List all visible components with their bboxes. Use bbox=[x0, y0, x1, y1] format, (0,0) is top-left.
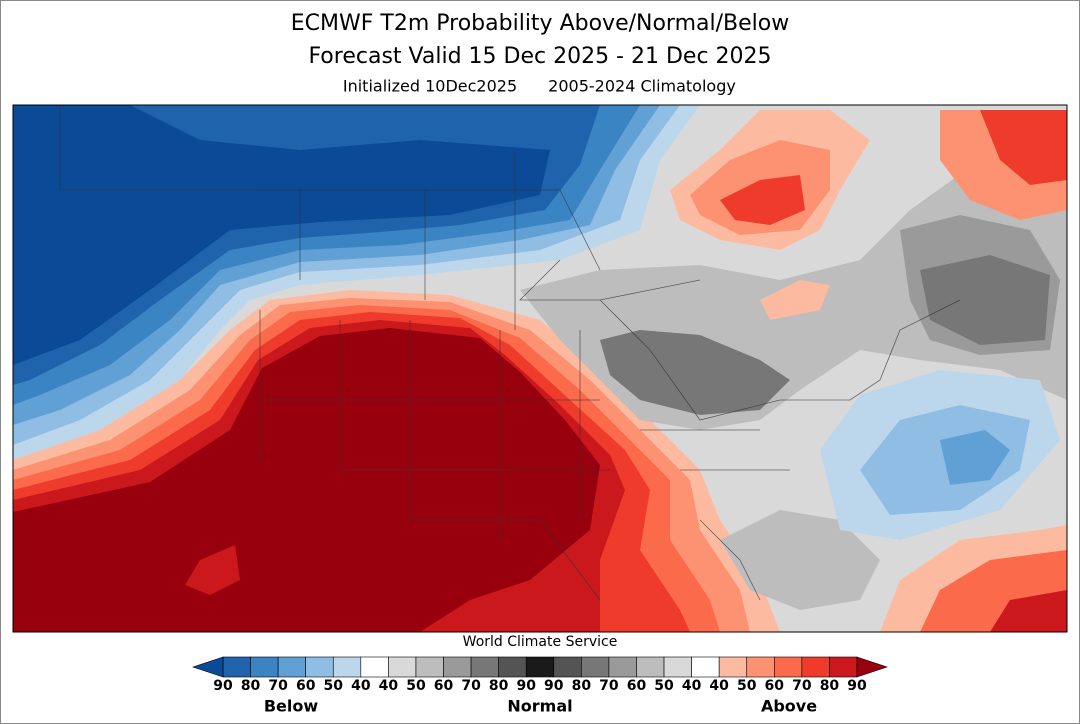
colorbar-swatch bbox=[222, 656, 251, 678]
colorbar-group: Above bbox=[761, 697, 817, 716]
colorbar-swatch bbox=[470, 656, 499, 678]
colorbar-label: 60 bbox=[765, 678, 785, 694]
colorbar-label: 40 bbox=[351, 678, 371, 694]
colorbar-label: 40 bbox=[379, 678, 399, 694]
colorbar-swatch bbox=[277, 656, 306, 678]
initialized: Initialized 10Dec2025 bbox=[343, 77, 517, 96]
colorbar-label: 50 bbox=[324, 678, 344, 694]
colorbar-label: 90 bbox=[516, 678, 536, 694]
colorbar-group: Below bbox=[264, 697, 319, 716]
colorbar: 90 80 70 60 50 40 40 50 60 70 80 90 90 80 70 60 50 40 40 50… bbox=[192, 656, 888, 716]
colorbar-label: 80 bbox=[489, 678, 509, 694]
colorbar-label: 90 bbox=[847, 678, 867, 694]
colorbar-swatch bbox=[498, 656, 527, 678]
colorbar-label: 70 bbox=[268, 678, 288, 694]
colorbar-swatch bbox=[774, 656, 803, 678]
colorbar-label: 80 bbox=[572, 678, 592, 694]
colorbar-label: 50 bbox=[737, 678, 757, 694]
colorbar-swatch bbox=[443, 656, 472, 678]
colorbar-label: 60 bbox=[296, 678, 316, 694]
colorbar-label: 90 bbox=[213, 678, 233, 694]
colorbar-swatch bbox=[332, 656, 362, 678]
colorbar-label: 80 bbox=[241, 678, 261, 694]
colorbar-label: 50 bbox=[654, 678, 674, 694]
colorbar-swatch bbox=[718, 656, 748, 678]
colorbar-label: 90 bbox=[544, 678, 564, 694]
colorbar-label: 40 bbox=[709, 678, 729, 694]
map bbox=[12, 104, 1068, 633]
credit: World Climate Service bbox=[463, 634, 618, 650]
colorbar-group: Normal bbox=[507, 697, 572, 716]
colorbar-swatch bbox=[663, 656, 692, 678]
colorbar-label: 60 bbox=[434, 678, 454, 694]
colorbar-low-arrow bbox=[192, 656, 224, 678]
colorbar-swatch bbox=[608, 656, 637, 678]
colorbar-high-arrow bbox=[856, 656, 888, 678]
colorbar-swatch bbox=[553, 656, 582, 678]
subtitle: Forecast Valid 15 Dec 2025 - 21 Dec 2025 bbox=[308, 44, 771, 69]
colorbar-swatch bbox=[305, 656, 334, 678]
colorbar-swatch bbox=[415, 656, 444, 678]
colorbar-swatch bbox=[581, 656, 610, 678]
colorbar-label: 80 bbox=[820, 678, 840, 694]
colorbar-swatch bbox=[250, 656, 279, 678]
colorbar-label: 50 bbox=[406, 678, 426, 694]
colorbar-label: 40 bbox=[682, 678, 702, 694]
colorbar-swatch bbox=[525, 656, 555, 678]
colorbar-swatch bbox=[801, 656, 830, 678]
colorbar-swatch bbox=[636, 656, 665, 678]
colorbar-swatch bbox=[388, 656, 417, 678]
colorbar-label: 70 bbox=[599, 678, 619, 694]
colorbar-swatch bbox=[829, 656, 858, 678]
colorbar-label: 60 bbox=[627, 678, 647, 694]
colorbar-swatch bbox=[746, 656, 775, 678]
colorbar-swatch bbox=[691, 656, 720, 678]
map-frame bbox=[12, 104, 1068, 633]
climatology: 2005-2024 Climatology bbox=[548, 77, 736, 96]
colorbar-swatch bbox=[360, 656, 389, 678]
colorbar-label: 70 bbox=[792, 678, 812, 694]
colorbar-label: 70 bbox=[461, 678, 481, 694]
title: ECMWF T2m Probability Above/Normal/Below bbox=[291, 11, 789, 36]
